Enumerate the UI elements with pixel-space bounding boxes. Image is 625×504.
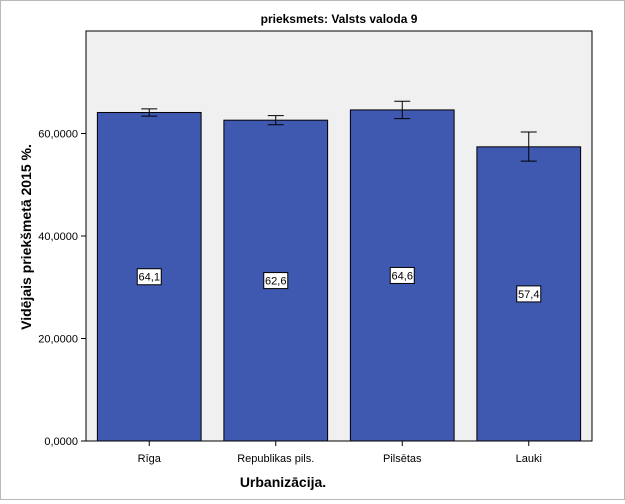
- x-axis: Rīga Republikas pils. Pilsētas Lauki: [138, 441, 542, 465]
- data-label-box: [136, 268, 162, 286]
- x-axis-title: Urbanizācija.: [240, 474, 326, 490]
- data-label: 57,4: [518, 289, 539, 301]
- x-tick-label: Rīga: [138, 453, 162, 465]
- chart-title: prieksmets: Valsts valoda 9: [261, 12, 418, 26]
- y-tick-label: 20,0000: [38, 334, 78, 346]
- y-axis-title: Vidējais priekšmetā 2015 %.: [18, 144, 34, 330]
- x-tick-label: Lauki: [516, 453, 542, 465]
- x-tick-label: Pilsētas: [383, 453, 422, 465]
- x-tick-label: Republikas pils.: [237, 453, 314, 465]
- y-tick-label: 40,0000: [38, 231, 78, 243]
- bars: 64,1 62,6 64,6 57,4: [96, 100, 582, 442]
- data-label-box: [263, 272, 289, 290]
- y-axis: 0,0000 20,0000 40,0000 60,0000: [38, 129, 86, 448]
- data-label: 64,1: [139, 272, 160, 284]
- data-label-box: [516, 285, 542, 303]
- y-tick-label: 0,0000: [44, 436, 78, 448]
- data-label: 62,6: [265, 276, 286, 288]
- data-label-box: [389, 266, 415, 284]
- y-tick-label: 60,0000: [38, 129, 78, 141]
- data-label: 64,6: [392, 270, 413, 282]
